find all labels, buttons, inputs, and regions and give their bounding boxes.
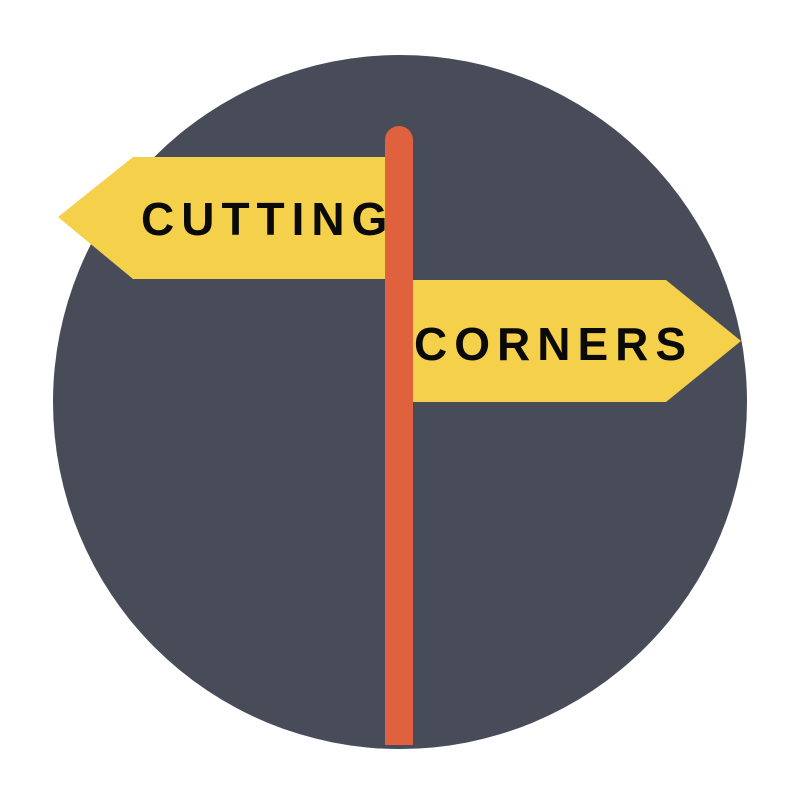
left-arrow-sign-icon [58, 157, 392, 279]
left-sign-label: CUTTING [141, 193, 394, 245]
right-sign-label: CORNERS [414, 318, 693, 370]
signpost-pole-icon [385, 126, 413, 745]
right-arrow-sign-icon [408, 280, 741, 402]
